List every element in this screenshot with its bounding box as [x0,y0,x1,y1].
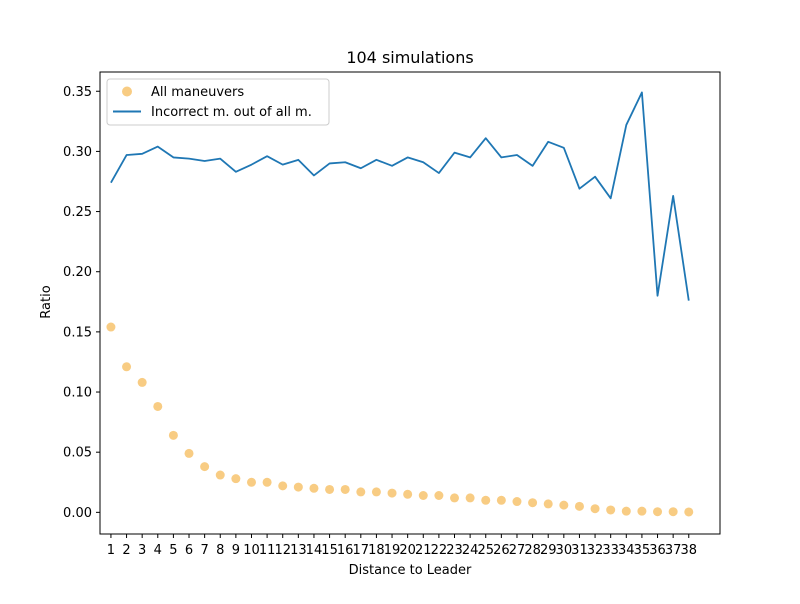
x-tick-label: 10 [243,543,260,558]
x-tick-label: 13 [290,543,307,558]
x-tick-label: 15 [321,543,338,558]
x-tick-label: 27 [509,543,526,558]
x-tick-label: 32 [587,543,604,558]
legend-marker-scatter [122,86,132,97]
y-tick-label: 0.20 [63,265,92,280]
legend-label-incorrect-ratio: Incorrect m. out of all m. [151,105,312,120]
x-tick-label: 22 [431,543,448,558]
scatter-point [184,448,194,458]
x-tick-label: 18 [368,543,385,558]
scatter-point [465,493,475,503]
scatter-point [153,401,163,411]
legend: All maneuvers Incorrect m. out of all m. [106,78,330,126]
chart-title: 104 simulations [346,48,473,67]
x-tick-label: 25 [477,543,494,558]
scatter-point [200,462,210,472]
x-tick-label: 26 [493,543,510,558]
x-tick-label: 30 [556,543,573,558]
x-tick-label: 23 [446,543,463,558]
scatter-point [637,506,647,516]
x-tick-label: 21 [415,543,432,558]
x-tick-label: 24 [462,543,479,558]
scatter-point [262,477,272,487]
scatter-point [434,491,444,500]
y-tick-label: 0.05 [63,446,92,461]
x-tick-label: 35 [634,543,651,558]
scatter-point [215,470,225,480]
x-tick-label: 6 [185,543,193,558]
y-tick-label: 0.30 [63,145,92,160]
scatter-point [606,505,616,515]
x-tick-label: 29 [540,543,557,558]
x-tick-label: 38 [680,543,697,558]
scatter-point [356,487,366,497]
scatter-point [668,507,678,517]
scatter-point [418,491,428,500]
x-axis-ticks: 1 2 3 4 5 6 7 8 9 10 11 12 13 14 15 16 17 18 19 20 21 22 23 24 2… [107,534,697,558]
scatter-point [621,506,631,516]
scatter-point [403,489,413,499]
scatter-point [387,488,397,498]
x-tick-label: 4 [154,543,162,558]
scatter-point [122,362,132,372]
scatter-point [559,500,569,510]
scatter-point [543,499,553,509]
scatter-point [168,430,178,440]
scatter-point [371,487,381,497]
x-tick-label: 9 [232,543,240,558]
y-axis-ticks: 0.00 0.05 0.10 0.15 0.20 0.25 0.30 0.35 [63,85,100,521]
scatter-point [684,507,694,517]
scatter-point [309,483,319,493]
x-tick-label: 36 [649,543,666,558]
x-tick-label: 8 [216,543,224,558]
legend-label-all-maneuvers: All maneuvers [151,85,244,100]
scatter-point [528,498,538,508]
x-tick-label: 11 [259,543,276,558]
y-axis-label: Ratio [39,285,54,318]
scatter-point [293,482,303,492]
x-tick-label: 17 [353,543,370,558]
x-tick-label: 7 [200,543,208,558]
y-tick-label: 0.25 [63,205,92,220]
scatter-point [137,377,147,387]
x-tick-label: 2 [122,543,130,558]
scatter-point [590,504,600,514]
y-tick-label: 0.00 [63,506,92,521]
y-tick-label: 0.35 [63,85,92,100]
x-tick-label: 33 [602,543,619,558]
scatter-point [246,477,256,487]
x-tick-label: 12 [274,543,291,558]
x-axis-label: Distance to Leader [349,563,472,578]
x-tick-label: 31 [571,543,588,558]
x-tick-label: 34 [618,543,635,558]
x-tick-label: 16 [337,543,354,558]
data-series [106,91,694,517]
x-tick-label: 3 [138,543,146,558]
x-tick-label: 19 [384,543,401,558]
scatter-point [325,484,335,494]
x-tick-label: 28 [524,543,541,558]
scatter-point [512,497,522,507]
x-tick-label: 1 [107,543,115,558]
scatter-point [496,495,506,505]
y-tick-label: 0.10 [63,386,92,401]
scatter-point [340,484,350,494]
scatter-point [106,322,116,332]
legend-box [106,78,330,126]
scatter-point [481,495,491,505]
x-tick-label: 37 [665,543,682,558]
x-tick-label: 20 [399,543,416,558]
y-tick-label: 0.15 [63,325,92,340]
scatter-point [278,481,288,491]
series-line [110,91,690,301]
scatter-point [450,493,460,503]
x-tick-label: 14 [306,543,323,558]
scatter-point [653,507,663,517]
plot-frame [99,71,721,535]
x-tick-label: 5 [169,543,177,558]
scatter-point [574,501,584,511]
scatter-point [231,474,241,484]
